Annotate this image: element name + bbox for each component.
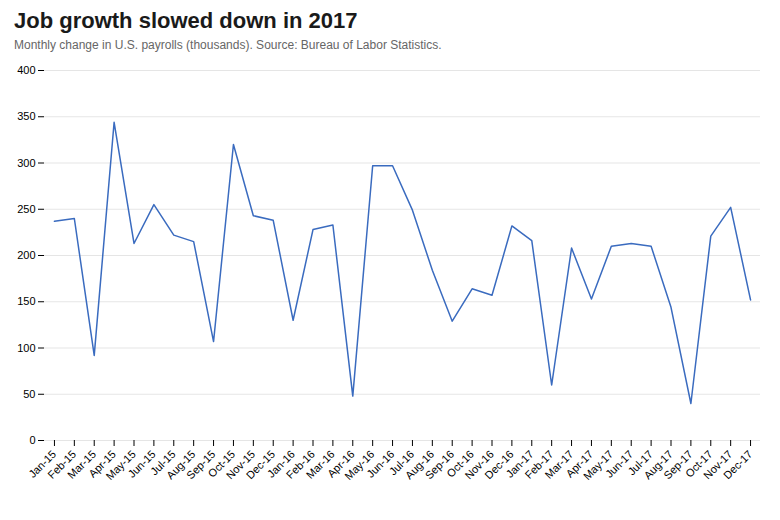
svg-text:Jul-16: Jul-16 [386, 447, 417, 478]
svg-text:Jul-17: Jul-17 [625, 447, 655, 478]
svg-text:Sep-15: Sep-15 [183, 447, 218, 482]
svg-text:Mar-16: Mar-16 [303, 447, 337, 481]
svg-text:Jan-16: Jan-16 [264, 447, 297, 480]
svg-text:Dec-15: Dec-15 [243, 447, 278, 482]
svg-text:Apr-17: Apr-17 [563, 447, 596, 480]
html-text:Job growth slowed down in 2017: Job growth slowed down in 2017 [14, 8, 358, 33]
svg-text:Jun-17: Jun-17 [602, 447, 636, 480]
svg-text:Mar-15: Mar-15 [65, 447, 99, 481]
svg-text:May-17: May-17 [580, 447, 616, 483]
svg-text:Nov-16: Nov-16 [462, 447, 496, 482]
svg-text:Sep-16: Sep-16 [422, 447, 457, 482]
svg-text:Nov-17: Nov-17 [701, 447, 735, 482]
svg-text:Jun-16: Jun-16 [364, 447, 397, 480]
svg-text:0: 0 [29, 434, 35, 446]
svg-text:Feb-16: Feb-16 [283, 447, 317, 481]
svg-text:Feb-17: Feb-17 [522, 447, 556, 481]
svg-text:400: 400 [17, 64, 35, 76]
svg-text:Feb-15: Feb-15 [45, 447, 79, 481]
svg-text:100: 100 [17, 342, 35, 354]
svg-text:Dec-17: Dec-17 [721, 448, 755, 482]
svg-text:Jan-15: Jan-15 [26, 447, 59, 480]
svg-text:Jun-15: Jun-15 [125, 447, 158, 480]
svg-text:Oct-16: Oct-16 [444, 447, 476, 480]
svg-text:Apr-15: Apr-15 [86, 447, 118, 480]
svg-text:Jan-17: Jan-17 [503, 447, 536, 480]
svg-text:Aug-16: Aug-16 [402, 447, 437, 482]
svg-text:300: 300 [17, 157, 35, 169]
svg-text:Aug-15: Aug-15 [164, 447, 198, 482]
svg-text:Nov-15: Nov-15 [223, 447, 258, 482]
svg-text:Oct-15: Oct-15 [205, 447, 238, 480]
svg-text:50: 50 [23, 388, 35, 400]
svg-text:150: 150 [17, 295, 35, 307]
svg-text:200: 200 [17, 249, 35, 261]
html-text:Monthly change in U.S. payroll: Monthly change in U.S. payrolls (thousan… [14, 38, 442, 52]
svg-text:Jul-15: Jul-15 [148, 447, 178, 478]
svg-text:250: 250 [17, 203, 35, 215]
svg-text:Mar-17: Mar-17 [542, 447, 576, 481]
svg-text:Oct-17: Oct-17 [682, 447, 715, 480]
svg-text:May-15: May-15 [103, 447, 138, 483]
svg-text:Sep-17: Sep-17 [661, 447, 695, 482]
svg-text:May-16: May-16 [342, 447, 377, 483]
svg-text:Aug-17: Aug-17 [641, 447, 675, 482]
svg-text:Apr-16: Apr-16 [324, 447, 357, 480]
svg-text:350: 350 [17, 110, 35, 122]
svg-text:Dec-16: Dec-16 [482, 447, 516, 482]
